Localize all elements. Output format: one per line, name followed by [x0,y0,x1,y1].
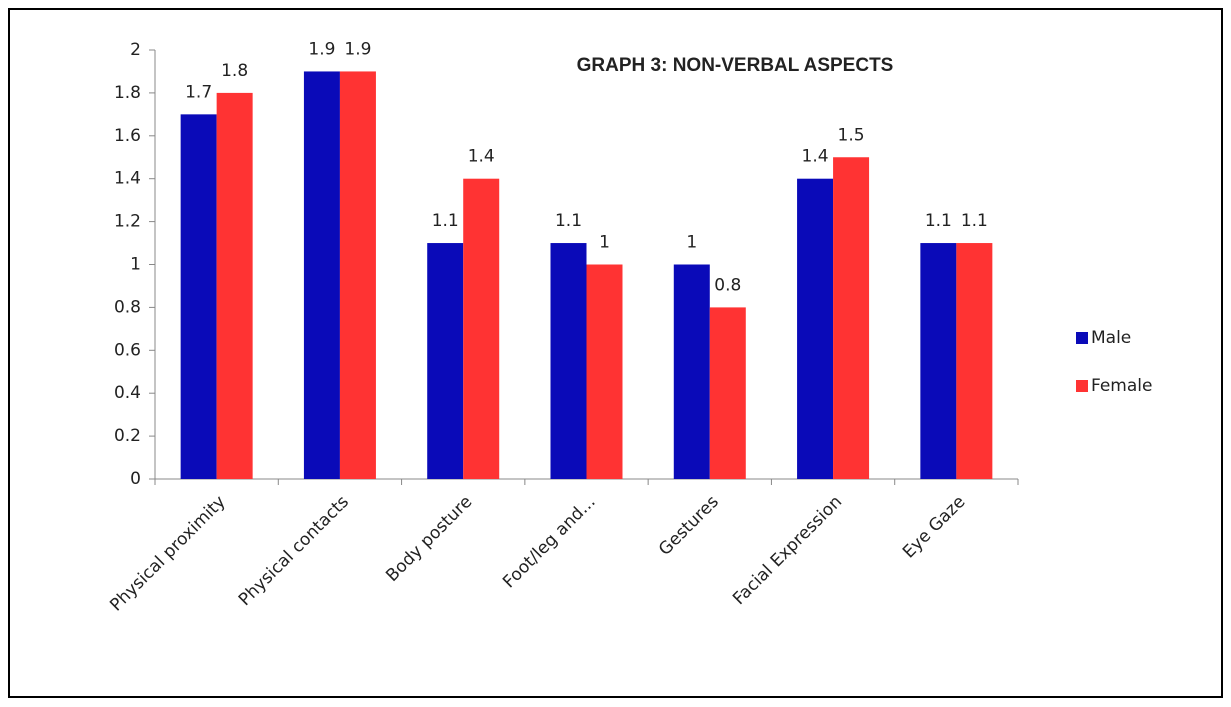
bar [586,264,623,479]
bar [956,243,993,479]
value-label: 1.8 [221,61,248,81]
bar [303,71,340,479]
value-label: 1.1 [432,211,459,231]
bar [427,243,464,479]
value-label: 1 [599,233,610,253]
value-label: 1.1 [555,211,582,231]
bar [216,92,253,480]
legend-swatch [1076,380,1088,392]
value-label: 1.1 [961,211,988,231]
bar [797,178,834,479]
bar [920,243,957,479]
value-label: 1 [686,233,697,253]
y-tick-label: 0.6 [114,340,141,360]
y-tick-label: 1.4 [114,169,141,189]
y-tick-label: 0 [130,469,141,489]
y-tick-label: 0.4 [114,383,141,403]
value-label: 0.8 [714,275,741,295]
legend-label: Female [1091,376,1152,396]
value-label: 1.7 [185,82,212,102]
bar [550,243,587,479]
bar [673,264,710,479]
bar [339,71,376,479]
y-tick-label: 1.6 [114,126,141,146]
y-tick-label: 2 [130,40,141,60]
value-label: 1.9 [344,39,371,59]
y-tick-label: 1.2 [114,212,141,232]
legend-label: Male [1091,328,1131,348]
bar [180,114,217,479]
bar [463,178,500,479]
y-tick-label: 0.2 [114,426,141,446]
value-label: 1.4 [802,147,829,167]
value-label: 1.9 [308,39,335,59]
y-tick-label: 0.8 [114,297,141,317]
value-label: 1.1 [925,211,952,231]
bar [709,307,746,479]
value-label: 1.5 [838,125,865,145]
y-tick-label: 1 [130,255,141,275]
legend-swatch [1076,332,1088,344]
value-label: 1.4 [468,147,495,167]
chart-title: GRAPH 3: NON-VERBAL ASPECTS [577,55,894,76]
y-tick-label: 1.8 [114,83,141,103]
bar [833,157,870,479]
